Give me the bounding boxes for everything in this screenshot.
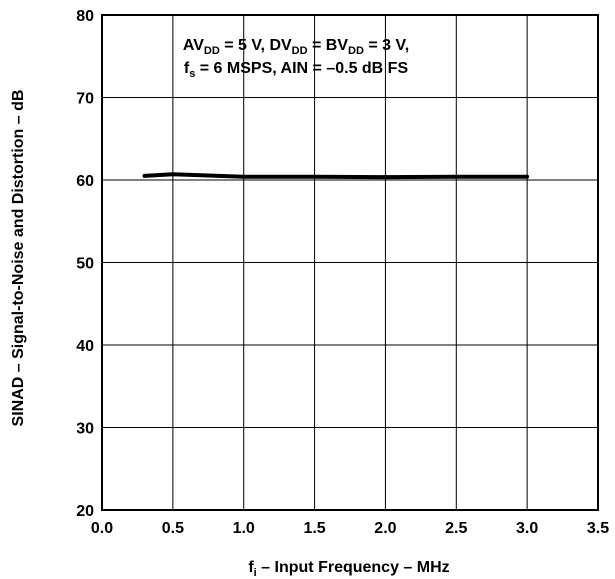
- x-tick-label: 3.0: [516, 520, 538, 537]
- x-tick-label: 0.5: [162, 520, 184, 537]
- y-tick-label: 40: [76, 338, 94, 355]
- grid-lines: [101, 14, 599, 511]
- x-tick-label: 3.5: [587, 520, 609, 537]
- y-tick-label: 60: [76, 173, 94, 190]
- x-tick-label: 2.0: [374, 520, 396, 537]
- annotation-line-1: AVDD = 5 V, DVDD = BVDD = 3 V,: [183, 37, 409, 57]
- y-tick-label: 30: [76, 421, 94, 438]
- y-axis-title: SINAD – Signal-to-Noise and Distortion –…: [10, 90, 27, 427]
- y-tick-label: 80: [76, 8, 94, 25]
- x-axis-ticks: 0.0 0.5 1.0 1.5 2.0 2.5 3.0 3.5: [91, 520, 609, 537]
- x-tick-label: 1.0: [233, 520, 255, 537]
- x-tick-label: 0.0: [91, 520, 113, 537]
- x-tick-label: 1.5: [303, 520, 325, 537]
- x-tick-label: 2.5: [445, 520, 467, 537]
- series-layer: [142, 172, 530, 180]
- y-tick-label: 70: [76, 91, 94, 108]
- sinad-series-line: [142, 172, 530, 180]
- annotation-line-2: fs = 6 MSPS, AIN = –0.5 dB FS: [184, 60, 409, 80]
- plot-frame: [101, 14, 599, 511]
- x-axis-title: fi – Input Frequency – MHz: [248, 559, 449, 579]
- y-tick-label: 50: [76, 256, 94, 273]
- y-tick-label: 20: [76, 503, 94, 520]
- y-axis-ticks: 20 30 40 50 60 70 80: [76, 8, 94, 520]
